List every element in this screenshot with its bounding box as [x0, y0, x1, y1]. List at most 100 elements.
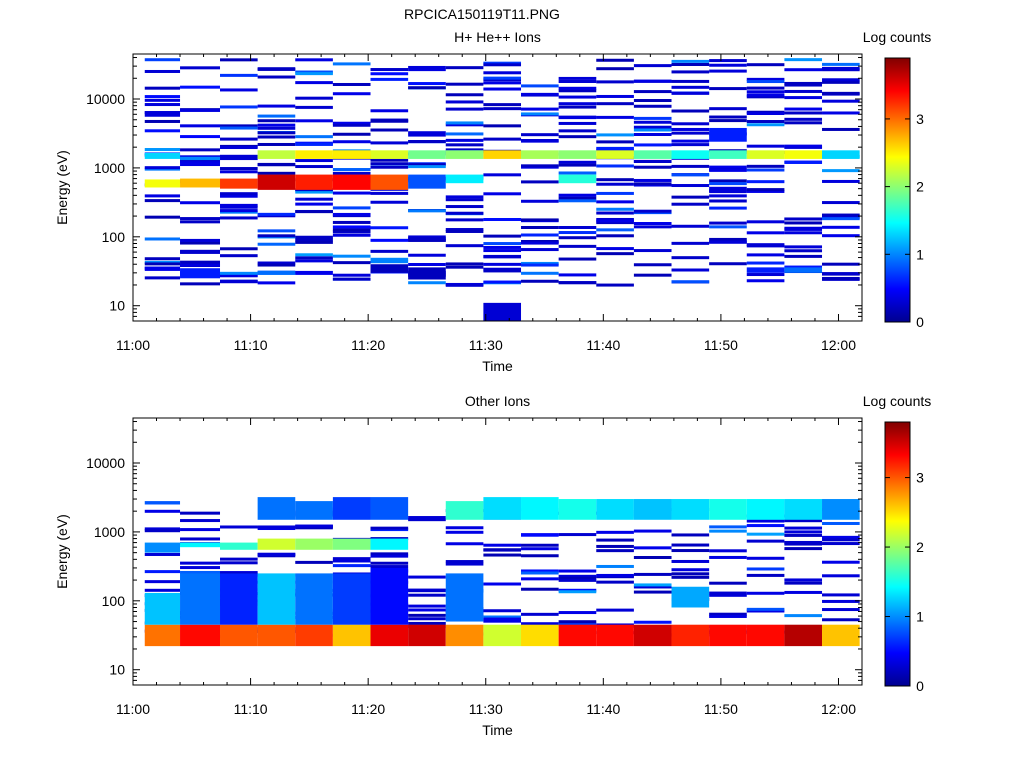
heatmap-cell	[596, 221, 634, 225]
heatmap-cell	[822, 521, 860, 525]
heatmap-cell	[596, 544, 634, 548]
heatmap-cell	[257, 552, 296, 556]
heatmap-cell	[408, 516, 446, 520]
heatmap-cell	[144, 276, 181, 280]
heatmap-cell	[295, 165, 333, 169]
heatmap-cell	[295, 240, 333, 244]
heatmap-cell	[558, 121, 597, 125]
heatmap-cell	[445, 138, 484, 142]
heatmap-cell	[408, 131, 446, 135]
heatmap-cell	[709, 237, 747, 241]
heatmap-cell	[220, 205, 258, 209]
heatmap-cell	[483, 218, 522, 222]
heatmap-cell	[784, 590, 823, 594]
heatmap-cell	[332, 497, 371, 520]
heatmap-cell	[483, 548, 522, 552]
heatmap-cell	[257, 573, 296, 625]
heatmap-cell	[784, 265, 823, 269]
heatmap-cell	[445, 624, 484, 647]
heatmap-cell	[180, 178, 221, 188]
heatmap-cell	[596, 219, 634, 223]
heatmap-cell	[220, 279, 258, 283]
heatmap-cell	[483, 609, 522, 613]
heatmap-cell	[144, 257, 181, 261]
heatmap-cell	[257, 525, 296, 529]
heatmap-cell	[180, 624, 221, 647]
heatmap-cell	[558, 225, 597, 229]
heatmap-cell	[521, 279, 559, 283]
heatmap-cell	[596, 207, 634, 211]
heatmap-cell	[295, 624, 333, 647]
heatmap-cell	[445, 198, 484, 202]
heatmap-cell	[295, 119, 333, 123]
heatmap-cell	[822, 150, 860, 159]
heatmap-cell	[257, 624, 296, 647]
heatmap-cell	[822, 169, 860, 173]
heatmap-cell	[558, 533, 597, 537]
heatmap-cell	[558, 193, 597, 197]
heatmap-cell	[784, 58, 823, 62]
heatmap-cell	[709, 87, 747, 91]
heatmap-cell	[709, 593, 747, 597]
heatmap-cell	[633, 133, 672, 137]
heatmap-cell	[445, 174, 484, 184]
heatmap-cell	[633, 90, 672, 94]
heatmap-cell	[445, 93, 484, 97]
heatmap-cell	[445, 205, 484, 209]
heatmap-cell	[332, 171, 371, 175]
heatmap-cell	[220, 73, 258, 77]
heatmap-cell	[445, 265, 484, 269]
heatmap-cell	[144, 588, 181, 592]
heatmap-cell	[784, 83, 823, 87]
heatmap-cell	[784, 519, 823, 523]
heatmap-cell	[408, 267, 446, 280]
heatmap-cell	[633, 150, 672, 159]
heatmap-cell	[144, 194, 181, 198]
heatmap-cell	[295, 202, 333, 206]
heatmap-cell	[671, 59, 710, 63]
heatmap-cell	[784, 533, 823, 537]
heatmap-cell	[746, 180, 785, 184]
heatmap-cell	[483, 249, 522, 253]
heatmap-cell	[521, 233, 559, 237]
heatmap-cell	[822, 91, 860, 95]
heatmap-cell	[671, 143, 710, 147]
heatmap-cell	[596, 564, 634, 568]
heatmap-cell	[370, 119, 409, 123]
heatmap-cell	[596, 573, 634, 577]
heatmap-cell	[220, 105, 258, 109]
heatmap-cell	[784, 231, 823, 235]
heatmap-cell	[332, 132, 371, 136]
heatmap-cell	[596, 530, 634, 534]
colorbar-tick-label: 0	[916, 678, 924, 694]
heatmap-cell	[521, 180, 559, 184]
plot-frame	[132, 53, 863, 322]
heatmap-cell	[746, 120, 785, 124]
heatmap-cell	[180, 220, 221, 224]
heatmap-cell	[220, 254, 258, 258]
colorbar-tick-label: 3	[916, 470, 924, 486]
heatmap-cell	[445, 573, 484, 622]
heatmap-cell	[144, 129, 181, 133]
heatmap-cell	[709, 168, 747, 172]
heatmap-cell	[671, 280, 710, 284]
heatmap-cell	[784, 89, 823, 93]
heatmap-cell	[295, 256, 333, 260]
heatmap-cell	[483, 124, 522, 128]
heatmap-cell	[558, 160, 597, 164]
heatmap-cell	[370, 72, 409, 76]
heatmap-cell	[558, 611, 597, 615]
heatmap-cell	[332, 92, 371, 96]
heatmap-cell	[408, 235, 446, 239]
heatmap-cell	[671, 131, 710, 135]
heatmap-cell	[784, 111, 823, 115]
heatmap-cell	[784, 499, 823, 520]
heatmap-cell	[370, 128, 409, 132]
heatmap-cell	[144, 215, 181, 219]
heatmap-cell	[558, 102, 597, 106]
heatmap-cell	[633, 116, 672, 120]
heatmap-cell	[144, 86, 181, 90]
x-tick-label: 11:00	[116, 701, 150, 717]
heatmap-cell	[295, 526, 333, 530]
heatmap-cell	[746, 609, 785, 613]
